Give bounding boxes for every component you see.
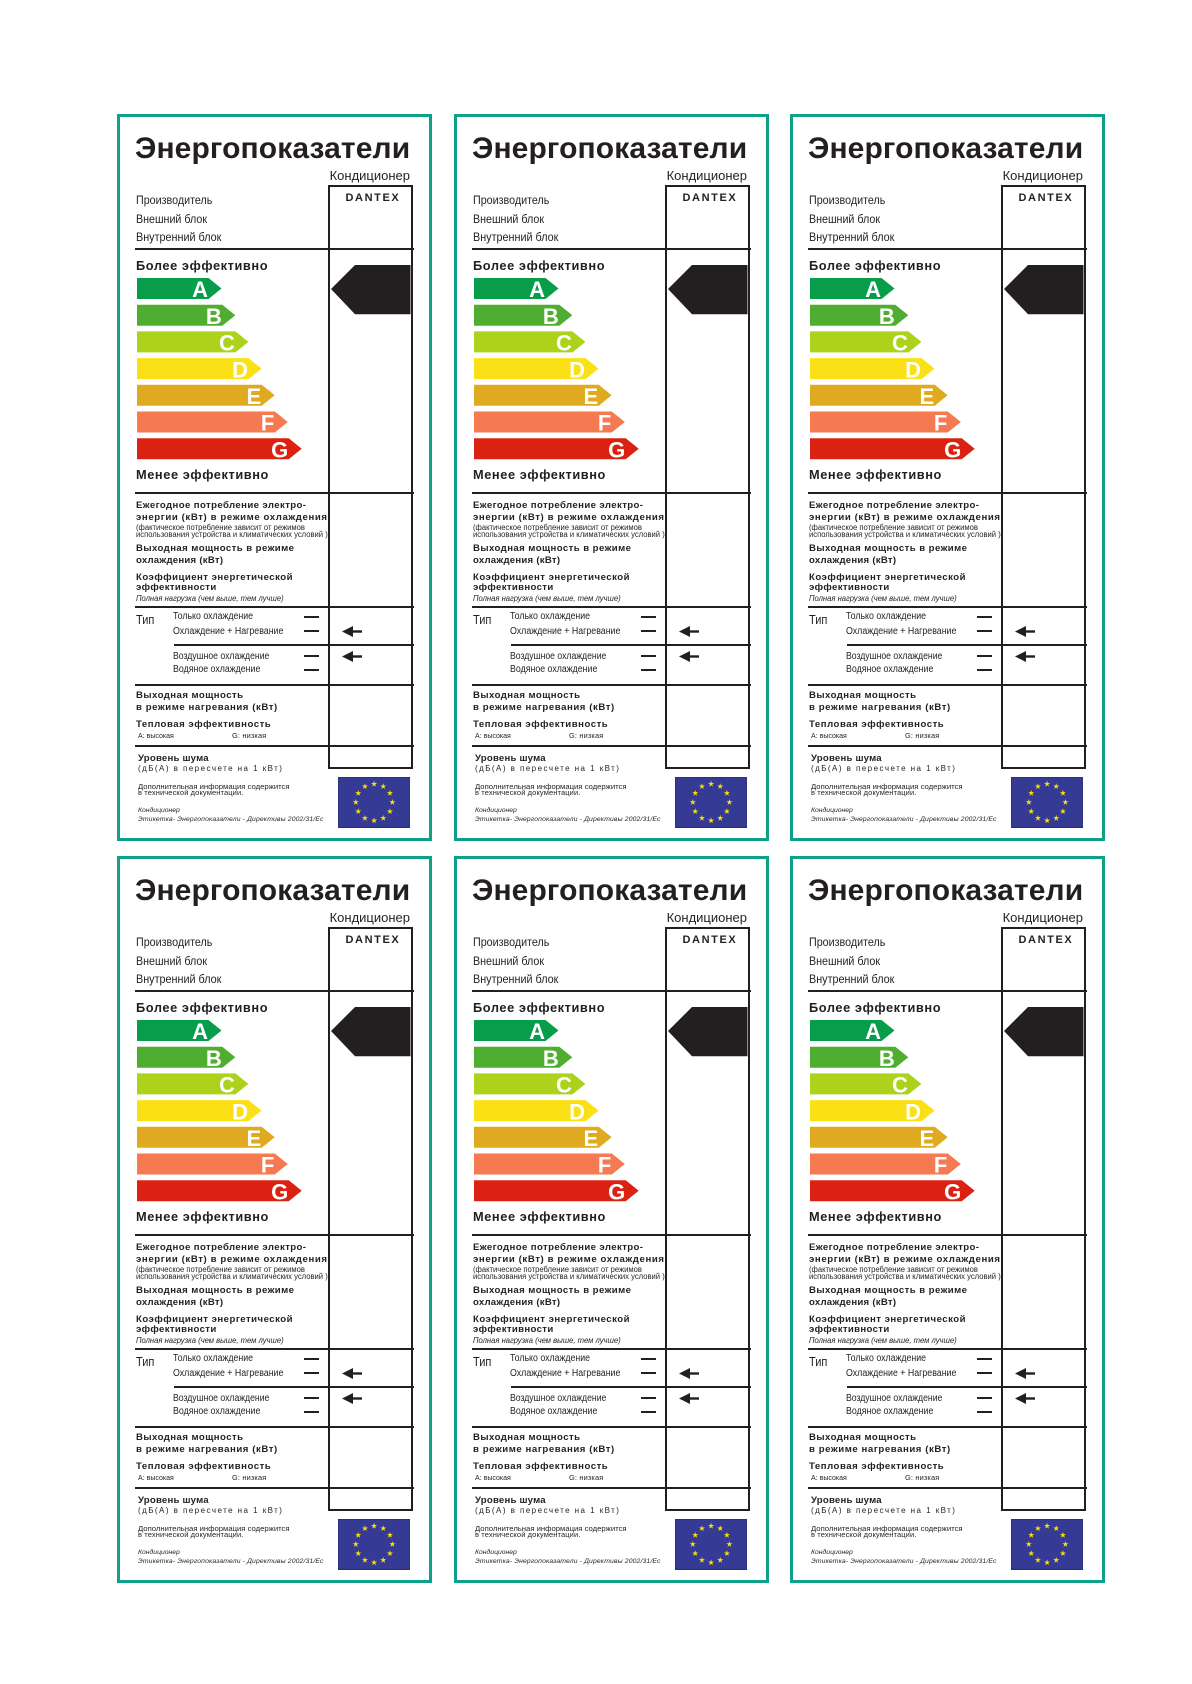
svg-text:A: A bbox=[529, 1020, 545, 1044]
svg-text:E: E bbox=[919, 384, 934, 409]
svg-text:C: C bbox=[556, 1072, 572, 1097]
svg-text:B: B bbox=[542, 304, 558, 329]
svg-text:A: A bbox=[865, 278, 881, 302]
svg-text:G: G bbox=[271, 437, 288, 460]
svg-text:B: B bbox=[878, 1046, 894, 1071]
svg-text:G: G bbox=[608, 437, 625, 460]
svg-text:A: A bbox=[192, 278, 208, 302]
svg-text:C: C bbox=[892, 1072, 908, 1097]
svg-text:B: B bbox=[542, 1046, 558, 1071]
svg-text:G: G bbox=[271, 1179, 288, 1202]
svg-text:C: C bbox=[219, 1072, 235, 1097]
svg-text:D: D bbox=[569, 1099, 585, 1124]
svg-text:A: A bbox=[865, 1020, 881, 1044]
svg-text:F: F bbox=[933, 410, 946, 435]
svg-text:F: F bbox=[597, 1152, 610, 1177]
svg-text:D: D bbox=[905, 357, 921, 382]
svg-text:F: F bbox=[260, 410, 273, 435]
svg-text:E: E bbox=[246, 1126, 261, 1151]
svg-text:D: D bbox=[232, 357, 248, 382]
svg-text:F: F bbox=[260, 1152, 273, 1177]
svg-text:C: C bbox=[219, 330, 235, 355]
svg-text:A: A bbox=[529, 278, 545, 302]
svg-text:D: D bbox=[569, 357, 585, 382]
svg-text:G: G bbox=[944, 1179, 961, 1202]
svg-text:E: E bbox=[583, 1126, 598, 1151]
svg-text:C: C bbox=[892, 330, 908, 355]
svg-text:F: F bbox=[597, 410, 610, 435]
svg-text:A: A bbox=[192, 1020, 208, 1044]
svg-text:B: B bbox=[205, 1046, 221, 1071]
svg-text:B: B bbox=[878, 304, 894, 329]
svg-text:B: B bbox=[205, 304, 221, 329]
svg-text:E: E bbox=[919, 1126, 934, 1151]
svg-text:G: G bbox=[608, 1179, 625, 1202]
svg-text:D: D bbox=[905, 1099, 921, 1124]
svg-text:D: D bbox=[232, 1099, 248, 1124]
svg-text:E: E bbox=[246, 384, 261, 409]
svg-text:G: G bbox=[944, 437, 961, 460]
svg-text:E: E bbox=[583, 384, 598, 409]
svg-text:C: C bbox=[556, 330, 572, 355]
svg-text:F: F bbox=[933, 1152, 946, 1177]
